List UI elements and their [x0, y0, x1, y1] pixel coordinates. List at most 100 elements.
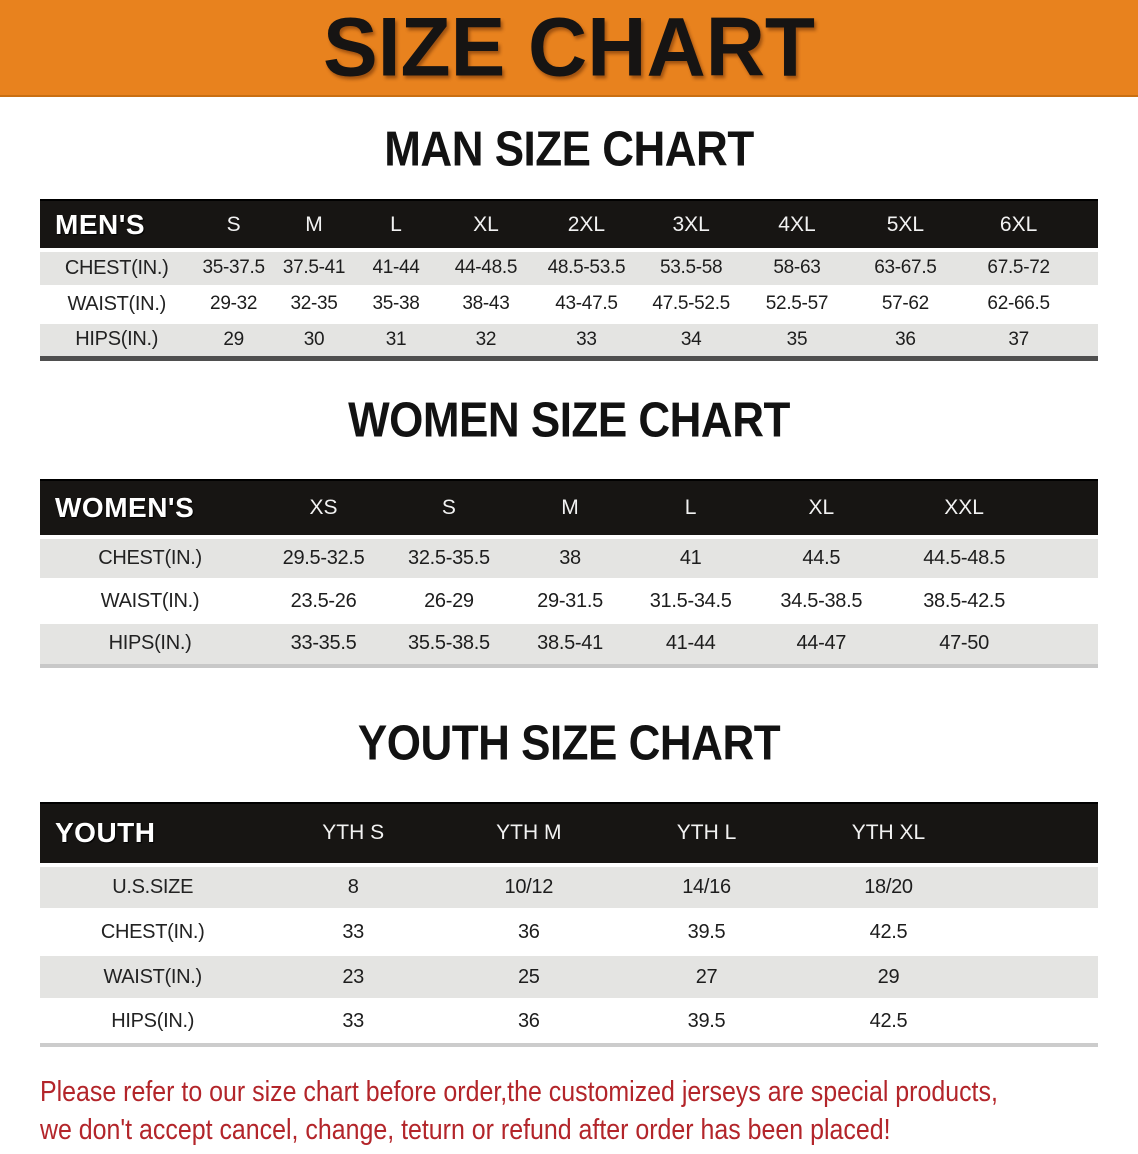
filler-cell — [981, 910, 1098, 955]
size-value-cell: 34 — [680, 328, 702, 350]
size-value-cell: 44-47 — [796, 632, 847, 655]
size-value-cell: 33 — [576, 328, 597, 350]
size-value-cell: 48.5-53.5 — [547, 257, 626, 279]
size-value-cell: 38.5-41 — [537, 632, 603, 655]
size-value-cell: 35-37.5 — [202, 257, 265, 279]
youth-size-table: YOUTH YTH S YTH M YTH L YTH XL U.S.SIZE 8 10/1… — [40, 801, 1098, 1047]
row-label: CHEST(IN.) — [98, 546, 202, 569]
size-value-cell: 44-48.5 — [454, 257, 518, 279]
filler-cell — [1038, 537, 1098, 580]
women-group-label: WOMEN'S — [40, 478, 261, 539]
size-value-cell: 31 — [385, 328, 407, 350]
size-value-cell: 58-63 — [773, 257, 821, 279]
size-value-cell: 18/20 — [864, 875, 913, 898]
size-value-cell: 29 — [223, 328, 244, 350]
heading-text: WOMEN SIZE CHART — [348, 392, 790, 448]
size-value-cell: 30 — [303, 328, 325, 350]
size-value-cell: 36 — [895, 328, 916, 350]
women-section: WOMEN SIZE CHART WOMEN'S XS S M L XL XXL CHEST… — [0, 392, 1138, 668]
filler-cell — [1038, 623, 1098, 666]
size-value-cell: 29-31.5 — [537, 589, 603, 612]
banner-title: SIZE CHART — [323, 0, 815, 94]
size-value-cell: 32-35 — [290, 293, 338, 314]
column-header: YTH XL — [796, 801, 981, 867]
column-header: XL — [752, 478, 891, 539]
size-value-cell: 38 — [559, 546, 581, 569]
size-value-cell: 35-38 — [372, 293, 420, 314]
men-section-heading: MAN SIZE CHART — [0, 122, 1138, 179]
size-value-cell: 33 — [342, 920, 364, 943]
column-header: YTH S — [265, 801, 441, 867]
table-row: HIPS(IN.) 33 36 39.5 42.5 — [40, 1000, 1098, 1045]
youth-section: YOUTH SIZE CHART YOUTH YTH S YTH M YTH L YTH… — [0, 715, 1138, 1047]
filler-cell — [980, 801, 1098, 867]
table-header-row: MEN'S S M L XL 2XL 3XL 4XL 5XL 6XL — [40, 199, 1098, 252]
size-value-cell: 8 — [347, 875, 359, 898]
row-label: CHEST(IN.) — [64, 256, 169, 279]
size-value-cell: 32 — [475, 328, 497, 350]
size-value-cell: 25 — [517, 965, 540, 988]
size-value-cell: 37 — [1008, 328, 1029, 350]
table-row: WAIST(IN.) 23.5-26 26-29 29-31.5 31.5-34.5 34… — [40, 580, 1098, 623]
size-value-cell: 47-50 — [939, 632, 989, 655]
size-value-cell: 36 — [517, 920, 540, 943]
size-value-cell: 42.5 — [869, 920, 908, 943]
row-label: HIPS(IN.) — [75, 328, 159, 350]
column-header: XXL — [890, 478, 1038, 539]
table-row: U.S.SIZE 8 10/12 14/16 18/20 — [40, 864, 1098, 910]
size-value-cell: 35.5-38.5 — [408, 632, 490, 655]
column-header: YTH M — [440, 801, 617, 867]
size-value-cell: 10/12 — [504, 875, 554, 898]
size-value-cell: 44.5-48.5 — [923, 546, 1006, 569]
size-value-cell: 29 — [877, 965, 900, 988]
filler-cell — [981, 865, 1098, 910]
size-value-cell: 38.5-42.5 — [923, 589, 1006, 612]
table-row: CHEST(IN.) 35-37.5 37.5-41 41-44 44-48.5 48.5… — [40, 250, 1098, 286]
column-header: M — [510, 478, 630, 539]
size-value-cell: 23 — [342, 965, 364, 988]
youth-section-heading: YOUTH SIZE CHART — [0, 715, 1138, 773]
size-value-cell: 63-67.5 — [874, 257, 937, 279]
table-row: CHEST(IN.) 29.5-32.5 32.5-35.5 38 41 44.5 44.5… — [40, 536, 1098, 580]
size-value-cell: 38-43 — [462, 293, 510, 314]
size-value-cell: 47.5-52.5 — [652, 293, 730, 314]
row-label: WAIST(IN.) — [67, 292, 166, 315]
size-chart-banner: SIZE CHART — [0, 0, 1138, 97]
table-row: CHEST(IN.) 33 36 39.5 42.5 — [40, 910, 1098, 955]
filler-cell — [1077, 250, 1098, 286]
women-section-heading: WOMEN SIZE CHART — [0, 392, 1138, 450]
size-value-cell: 53.5-58 — [659, 257, 723, 279]
size-value-cell: 43-47.5 — [555, 293, 618, 314]
men-size-table: MEN'S S M L XL 2XL 3XL 4XL 5XL 6XL CHEST(IN.) 35-3… — [40, 199, 1098, 361]
note-text: we don't accept cancel, change, teturn o… — [40, 1113, 891, 1146]
note-line-1: Please refer to our size chart before or… — [40, 1073, 1098, 1111]
men-table-wrapper: MEN'S S M L XL 2XL 3XL 4XL 5XL 6XL CHEST(IN.) 35-3… — [40, 199, 1098, 361]
men-group-label: MEN'S — [40, 199, 194, 252]
table-row: WAIST(IN.) 29-32 32-35 35-38 38-43 43-47.5 47.… — [40, 286, 1098, 322]
heading-text: MAN SIZE CHART — [384, 122, 754, 177]
size-value-cell: 52.5-57 — [765, 293, 829, 314]
column-header: 3XL — [638, 199, 744, 252]
note-line-2: we don't accept cancel, change, teturn o… — [40, 1111, 1098, 1149]
column-header: YTH L — [616, 801, 797, 867]
size-value-cell: 33 — [342, 1010, 364, 1033]
table-header-row: YOUTH YTH S YTH M YTH L YTH XL — [40, 801, 1098, 867]
women-size-table: WOMEN'S XS S M L XL XXL CHEST(IN.) 29.5-32.5 32.… — [40, 478, 1098, 668]
column-header: L — [629, 478, 752, 539]
youth-table-wrapper: YOUTH YTH S YTH M YTH L YTH XL U.S.SIZE 8 10/1… — [40, 801, 1098, 1047]
table-row: HIPS(IN.) 29 30 31 32 33 34 35 36 37 — [40, 322, 1098, 358]
size-value-cell: 27 — [695, 965, 718, 988]
size-value-cell: 37.5-41 — [282, 257, 346, 279]
youth-group-label: YOUTH — [40, 801, 266, 867]
size-value-cell: 23.5-26 — [290, 589, 357, 612]
column-header: L — [354, 199, 438, 252]
size-value-cell: 42.5 — [869, 1010, 908, 1033]
size-value-cell: 67.5-72 — [987, 257, 1050, 279]
heading-text: YOUTH SIZE CHART — [357, 715, 781, 771]
filler-cell — [1077, 286, 1098, 322]
size-value-cell: 62-66.5 — [987, 293, 1050, 314]
table-row: HIPS(IN.) 33-35.5 35.5-38.5 38.5-41 41-44 44-… — [40, 622, 1098, 666]
men-section: MAN SIZE CHART MEN'S S M L XL 2XL 3XL 4XL 5XL 6XL… — [0, 122, 1138, 361]
size-value-cell: 41-44 — [665, 632, 716, 655]
size-value-cell: 29.5-32.5 — [282, 546, 365, 569]
